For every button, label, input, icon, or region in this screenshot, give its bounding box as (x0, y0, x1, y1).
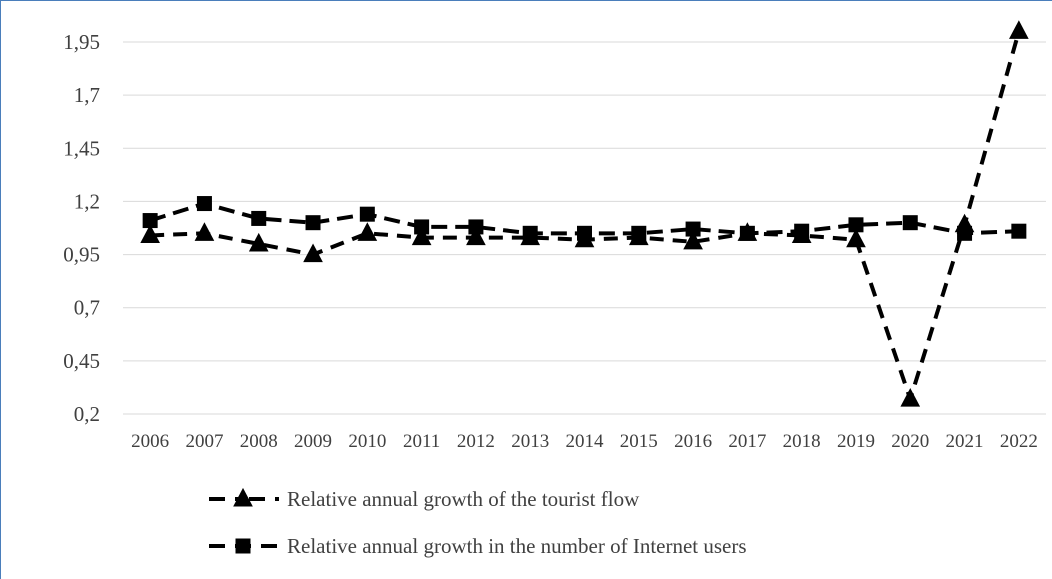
legend-triangle-marker (233, 487, 253, 507)
data-point (251, 210, 267, 226)
data-point (574, 228, 595, 248)
y-tick-label: 0,2 (74, 402, 100, 426)
data-point (954, 213, 975, 233)
data-point (628, 226, 649, 246)
data-point (140, 224, 160, 243)
x-tick-label: 2011 (403, 431, 440, 452)
x-tick-label: 2022 (1000, 431, 1038, 452)
x-tick-label: 2015 (620, 431, 658, 452)
x-tick-label: 2008 (240, 431, 278, 452)
data-point (1009, 20, 1029, 39)
data-point (303, 243, 323, 263)
data-point (900, 388, 921, 407)
x-tick-label: 2009 (294, 431, 332, 452)
legend-label: Relative annual growth of the tourist fl… (287, 487, 640, 511)
legend-entry: Relative annual growth in the number of … (209, 534, 747, 558)
x-tick-label: 2012 (457, 431, 495, 452)
x-tick-label: 2007 (185, 431, 223, 452)
legend-label: Relative annual growth in the number of … (287, 534, 747, 558)
x-tick-label: 2018 (783, 431, 821, 452)
x-tick-label: 2016 (674, 431, 712, 452)
x-tick-label: 2013 (511, 431, 549, 452)
data-point (791, 224, 812, 243)
y-tick-label: 0,95 (63, 243, 100, 267)
data-point (359, 206, 375, 222)
series-tourist-flow (140, 20, 1029, 407)
series-line (150, 30, 1021, 406)
legend-square-marker (235, 538, 251, 554)
x-tick-label: 2010 (348, 431, 386, 452)
data-point (194, 222, 215, 241)
y-tick-label: 1,7 (74, 83, 100, 107)
x-tick-label: 2019 (837, 431, 875, 452)
y-tick-label: 1,95 (63, 30, 100, 54)
gridlines (123, 41, 1046, 415)
data-point (411, 226, 432, 246)
y-tick-label: 1,45 (63, 136, 100, 160)
x-tick-label: 2014 (566, 431, 605, 452)
data-point (737, 222, 758, 241)
data-point (683, 230, 703, 250)
y-tick-label: 1,2 (74, 189, 100, 213)
x-tick-label: 2017 (728, 431, 766, 452)
x-tick-label: 2020 (891, 431, 929, 452)
x-tick-label: 2006 (131, 431, 169, 452)
data-point (305, 215, 321, 231)
data-point (466, 226, 486, 246)
legend-entry: Relative annual growth of the tourist fl… (209, 487, 640, 511)
x-tick-label: 2021 (946, 431, 984, 452)
data-point (357, 222, 378, 241)
data-point (520, 226, 541, 246)
data-point (196, 196, 212, 212)
data-point (846, 228, 866, 248)
data-point (902, 215, 918, 231)
y-tick-label: 0,7 (74, 296, 100, 320)
data-point (248, 232, 269, 252)
data-point (1011, 223, 1027, 239)
y-tick-label: 0,45 (63, 349, 100, 373)
